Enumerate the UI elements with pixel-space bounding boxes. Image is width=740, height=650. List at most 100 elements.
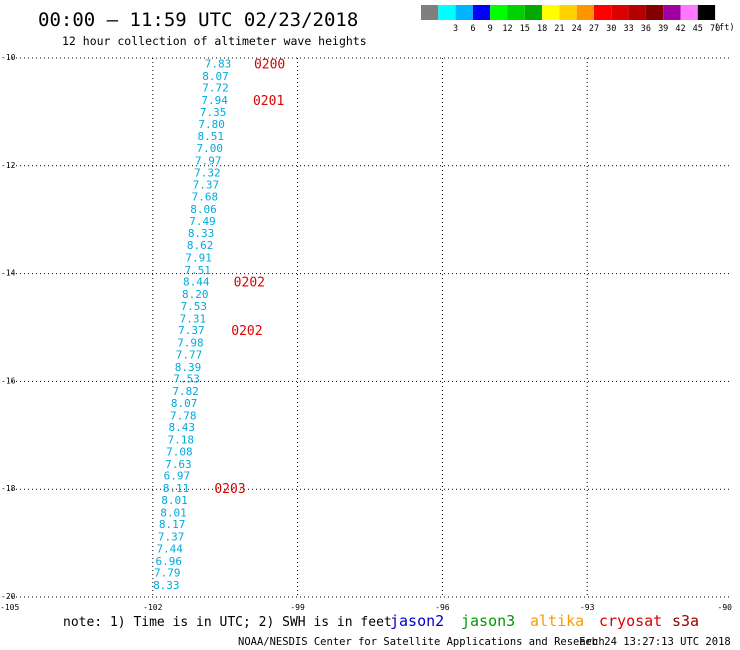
scale-swatch: [559, 5, 577, 20]
scale-swatch: [645, 5, 664, 20]
y-tick-label: -20: [1, 592, 16, 601]
wave-height-value: 6.97: [164, 470, 191, 483]
y-tick-label: -10: [1, 53, 16, 62]
wave-height-value: 8.01: [161, 494, 188, 507]
wave-height-color-scale: 3 6 9 12 15 18 21 24 27 30 33 36 39 42 45 70: [421, 5, 720, 34]
x-tick-label: -96: [435, 603, 450, 612]
wave-height-value: 7.37: [178, 324, 205, 337]
wave-height-value: 7.49: [189, 215, 216, 228]
pass-time-label: 0201: [253, 94, 284, 109]
scale-label: 42: [675, 24, 685, 34]
scale-swatch: [594, 5, 612, 20]
satellite-legend-entry: cryosat: [599, 612, 662, 630]
wave-height-value: 7.98: [177, 337, 204, 350]
x-tick-label: -90: [718, 603, 733, 612]
wave-height-value: 7.53: [173, 373, 200, 386]
wave-height-value: 7.32: [194, 166, 221, 179]
wave-height-value: 7.53: [181, 300, 208, 313]
x-tick-label: -93: [580, 603, 595, 612]
wave-height-value: 8.20: [182, 288, 209, 301]
wave-height-value: 7.91: [185, 251, 212, 264]
scale-label: 70: [710, 24, 720, 34]
wave-height-value: 8.44: [183, 276, 210, 289]
wave-height-value: 6.96: [155, 555, 182, 568]
wave-height-value: 7.83: [205, 57, 232, 70]
scale-label: 21: [554, 24, 564, 34]
axis-tick-labels: -10 -12 -14 -16 -18 -20 -105 -102 -99 -96 -93 -90: [0, 53, 732, 612]
scale-label: 39: [658, 24, 668, 34]
wave-height-value: 7.00: [197, 142, 224, 155]
scale-label: 12: [502, 24, 512, 34]
wave-height-value: 7.97: [195, 154, 222, 167]
scale-swatch: [663, 5, 681, 20]
satellite-legend-entry: jason2: [390, 612, 444, 630]
scale-swatch: [680, 5, 698, 20]
wave-height-value: 7.31: [180, 312, 207, 325]
pass-time-label: 0200: [254, 57, 285, 72]
y-tick-label: -18: [1, 484, 16, 493]
scale-swatch: [576, 5, 594, 20]
wave-height-value: 7.51: [184, 264, 211, 277]
scale-label: 24: [572, 24, 582, 34]
satellite-legend: jason2 jason3 altika cryosat s3a: [390, 612, 699, 630]
scale-label: 6: [470, 24, 475, 34]
scale-label: 36: [641, 24, 651, 34]
pass-time-label: 0202: [234, 276, 265, 291]
chart-title: 00:00 – 11:59 UTC 02/23/2018: [38, 9, 358, 31]
wave-height-value: 8.17: [159, 518, 186, 531]
wave-height-value: 7.94: [201, 94, 228, 107]
y-tick-label: -12: [1, 161, 16, 170]
scale-label: 30: [606, 24, 616, 34]
chart-subtitle: 12 hour collection of altimeter wave hei…: [62, 34, 367, 48]
satellite-legend-entry: s3a: [672, 612, 699, 630]
y-tick-label: -14: [1, 269, 16, 278]
wave-height-value: 7.63: [165, 458, 192, 471]
wave-height-value: 7.35: [200, 106, 227, 119]
scale-label: 27: [589, 24, 599, 34]
wave-height-value: 7.37: [193, 179, 220, 192]
scale-swatch: [507, 5, 525, 20]
scale-swatch: [421, 5, 439, 20]
wave-height-value: 8.62: [187, 239, 214, 252]
wave-height-value: 8.07: [202, 70, 229, 83]
wave-height-value: 8.33: [188, 227, 215, 240]
x-tick-label: -99: [290, 603, 305, 612]
wave-height-value: 8.39: [175, 361, 202, 374]
pass-time-labels: 0200 0201 0202 0202 0203: [214, 57, 285, 497]
wave-height-value: 8.11: [163, 482, 190, 495]
wave-height-value: 8.43: [169, 421, 196, 434]
wave-height-value: 7.82: [172, 385, 199, 398]
pass-time-label: 0203: [214, 482, 245, 497]
wave-height-values: 7.838.077.727.947.357.808.517.007.977.32…: [153, 57, 231, 592]
chart-grid: [8, 57, 732, 598]
x-tick-label: -105: [0, 603, 19, 612]
pass-time-label: 0202: [231, 324, 262, 339]
scale-unit-label: (ft): [714, 23, 734, 33]
wave-height-value: 7.80: [198, 118, 225, 131]
scale-label: 9: [488, 24, 493, 34]
scale-swatch: [472, 5, 491, 20]
wave-height-value: 7.79: [154, 567, 181, 580]
wave-height-value: 7.72: [202, 82, 229, 95]
satellite-legend-entry: altika: [530, 612, 584, 630]
satellite-legend-entry: jason3: [461, 612, 515, 630]
wave-height-value: 7.37: [158, 531, 185, 544]
scale-swatch: [628, 5, 646, 20]
wave-height-value: 7.78: [170, 409, 197, 422]
scale-swatch: [490, 5, 508, 20]
scale-swatch: [455, 5, 473, 20]
scale-swatch: [438, 5, 456, 20]
wave-height-value: 7.08: [166, 445, 193, 458]
wave-height-value: 8.07: [171, 397, 198, 410]
y-tick-label: -16: [1, 376, 16, 385]
scale-swatch: [697, 5, 716, 20]
wave-height-value: 7.44: [156, 542, 183, 555]
scale-swatch: [524, 5, 543, 20]
wave-height-value: 8.51: [197, 130, 224, 143]
x-tick-label: -102: [143, 603, 162, 612]
wave-height-value: 7.77: [176, 348, 203, 361]
scale-swatch: [611, 5, 629, 20]
scale-swatch: [542, 5, 560, 20]
